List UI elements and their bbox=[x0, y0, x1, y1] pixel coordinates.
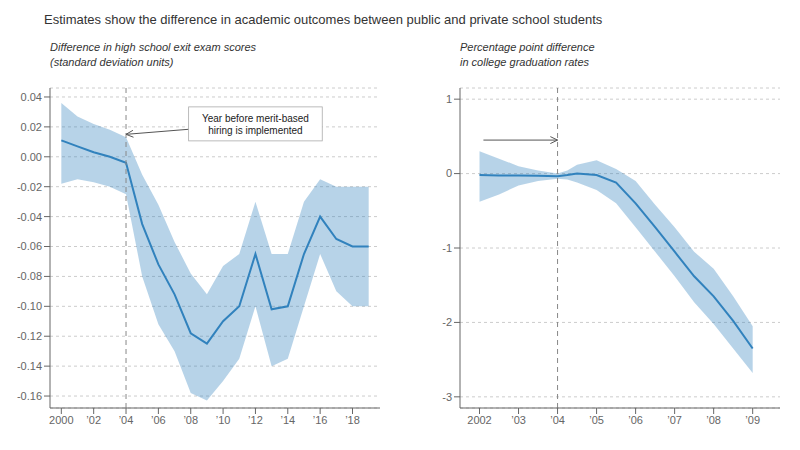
html-text:Percentage point difference: Percentage point difference bbox=[460, 41, 595, 53]
svg-text:-0.12: -0.12 bbox=[17, 330, 42, 342]
svg-text:’07: ’07 bbox=[667, 414, 682, 426]
svg-text:-0.08: -0.08 bbox=[17, 270, 42, 282]
svg-text:’04: ’04 bbox=[550, 414, 565, 426]
svg-text:’06: ’06 bbox=[628, 414, 643, 426]
svg-text:1: 1 bbox=[446, 93, 452, 105]
svg-text:2000: 2000 bbox=[49, 414, 73, 426]
svg-text:’12: ’12 bbox=[248, 414, 263, 426]
svg-text:’05: ’05 bbox=[589, 414, 604, 426]
svg-text:-0.02: -0.02 bbox=[17, 181, 42, 193]
svg-text:2002: 2002 bbox=[467, 414, 491, 426]
svg-text:-0.06: -0.06 bbox=[17, 240, 42, 252]
svg-text:0: 0 bbox=[446, 167, 452, 179]
svg-text:0.04: 0.04 bbox=[21, 91, 42, 103]
svg-text:’03: ’03 bbox=[511, 414, 526, 426]
html-text:Difference in high school exit: Difference in high school exit exam scor… bbox=[50, 41, 256, 53]
svg-text:’08: ’08 bbox=[183, 414, 198, 426]
svg-text:-3: -3 bbox=[442, 391, 452, 403]
svg-text:’02: ’02 bbox=[86, 414, 101, 426]
svg-text:’18: ’18 bbox=[345, 414, 360, 426]
svg-text:’14: ’14 bbox=[280, 414, 295, 426]
svg-text:’08: ’08 bbox=[706, 414, 721, 426]
svg-text:-0.04: -0.04 bbox=[17, 211, 42, 223]
svg-text:0.00: 0.00 bbox=[21, 151, 42, 163]
svg-text:-1: -1 bbox=[442, 242, 452, 254]
svg-text:-0.16: -0.16 bbox=[17, 390, 42, 402]
html-text:(standard deviation units): (standard deviation units) bbox=[50, 56, 174, 68]
svg-text:-0.14: -0.14 bbox=[17, 360, 42, 372]
svg-text:0.02: 0.02 bbox=[21, 121, 42, 133]
svg-text:Year before merit-basedhiring: Year before merit-basedhiring is impleme… bbox=[202, 112, 309, 135]
svg-text:’06: ’06 bbox=[151, 414, 166, 426]
svg-text:’10: ’10 bbox=[216, 414, 231, 426]
svg-text:-2: -2 bbox=[442, 316, 452, 328]
svg-text:’16: ’16 bbox=[313, 414, 328, 426]
svg-text:-0.10: -0.10 bbox=[17, 300, 42, 312]
html-text:Estimates show the difference: Estimates show the difference in academi… bbox=[44, 12, 603, 27]
html-text:in college graduation rates: in college graduation rates bbox=[460, 56, 589, 68]
svg-text:’09: ’09 bbox=[745, 414, 760, 426]
svg-text:’04: ’04 bbox=[119, 414, 134, 426]
